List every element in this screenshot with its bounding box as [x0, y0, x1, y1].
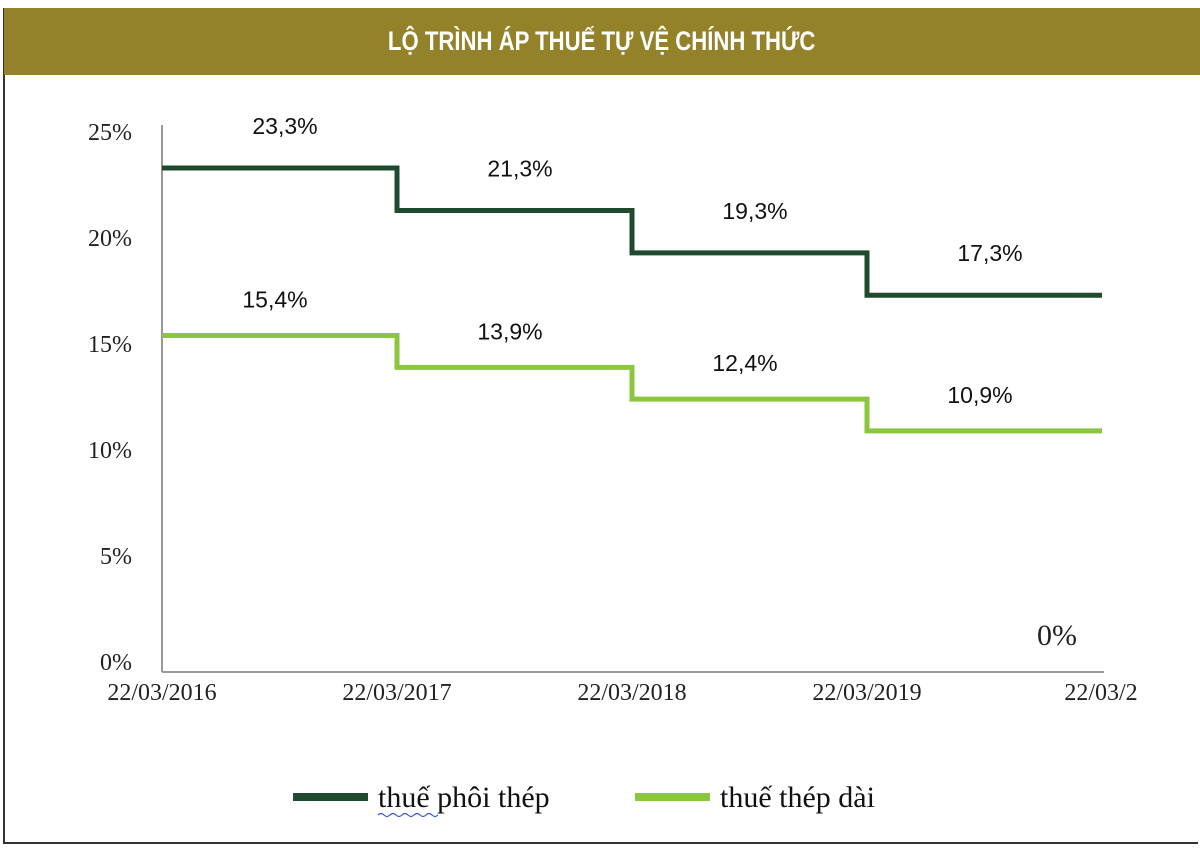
chart-title-banner: LỘ TRÌNH ÁP THUẾ TỰ VỆ CHÍNH THỨC — [4, 8, 1200, 75]
data-label: 21,3% — [487, 155, 552, 181]
x-tick-label: 22/03/2 — [1064, 680, 1137, 706]
y-tick-label: 0% — [100, 650, 132, 676]
chart-frame — [3, 8, 1198, 844]
y-tick-label: 20% — [88, 226, 132, 252]
x-tick-label: 22/03/2016 — [107, 680, 216, 706]
x-tick-label: 22/03/2017 — [342, 680, 451, 706]
data-label: 15,4% — [242, 287, 307, 313]
data-label: 10,9% — [947, 382, 1012, 408]
data-label: 19,3% — [722, 198, 787, 224]
spellcheck-underline — [377, 812, 439, 818]
data-label: 13,9% — [477, 318, 542, 344]
series-line-1 — [162, 165, 1102, 298]
chart-title: LỘ TRÌNH ÁP THUẾ TỰ VỆ CHÍNH THỨC — [388, 26, 816, 56]
legend-label: thuế thép dài — [720, 781, 875, 814]
data-label: 23,3% — [252, 113, 317, 139]
y-tick-label: 25% — [88, 120, 132, 146]
x-tick-label: 22/03/2019 — [812, 680, 921, 706]
data-label: 12,4% — [712, 350, 777, 376]
data-label: 17,3% — [957, 240, 1022, 266]
x-tick-label: 22/03/2018 — [577, 680, 686, 706]
y-tick-label: 5% — [100, 544, 132, 570]
y-tick-label: 15% — [88, 332, 132, 358]
y-tick-label: 10% — [88, 438, 132, 464]
series-line-2 — [162, 333, 1102, 434]
legend-label: thuế phôi thép — [378, 781, 550, 814]
annotation-zero: 0% — [1037, 619, 1077, 652]
